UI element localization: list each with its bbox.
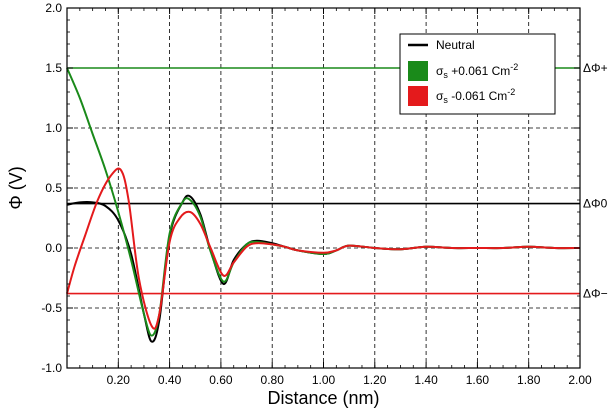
x-tick-label: 1.00	[312, 373, 336, 387]
x-tick-label: 1.20	[363, 373, 387, 387]
reference-label: ΔΦ−	[583, 287, 608, 301]
y-tick-label: 2.0	[45, 1, 62, 15]
x-tick-label: 1.40	[414, 373, 438, 387]
y-axis-label: Φ (V)	[6, 166, 26, 209]
y-tick-label: -1.0	[41, 361, 62, 375]
legend-swatch	[408, 86, 428, 106]
series-line	[66, 167, 581, 330]
y-tick-labels: 2.0 1.5 1.0 0.5 0.0 -0.5 -1.0	[41, 1, 62, 375]
y-tick-label: 1.0	[45, 121, 62, 135]
legend-label: Neutral	[436, 38, 475, 52]
legend-label: σs +0.061 Cm-2	[436, 62, 518, 80]
legend-label: σs -0.061 Cm-2	[436, 87, 515, 105]
axis-ticks	[67, 7, 581, 369]
legend-swatch	[408, 61, 428, 81]
x-tick-label: 1.60	[466, 373, 490, 387]
reference-label: ΔΦ0	[583, 197, 608, 211]
legend: Neutral σs +0.061 Cm-2 σs -0.061 Cm-2	[399, 33, 556, 115]
x-tick-labels: 0.20 0.40 0.60 0.80 1.00 1.20 1.40 1.60 1.80 2.00	[107, 373, 592, 387]
x-tick-label: 0.20	[107, 373, 131, 387]
x-tick-label: 2.00	[568, 373, 592, 387]
x-tick-label: 0.80	[261, 373, 285, 387]
x-tick-label: 1.80	[517, 373, 541, 387]
y-tick-label: -0.5	[41, 301, 62, 315]
y-tick-label: 1.5	[45, 61, 62, 75]
reference-label: ΔΦ+	[583, 61, 608, 75]
y-tick-label: 0.5	[45, 181, 62, 195]
x-tick-label: 0.60	[209, 373, 233, 387]
y-tick-label: 0.0	[45, 241, 62, 255]
x-tick-label: 0.40	[158, 373, 182, 387]
x-axis-label: Distance (nm)	[267, 388, 379, 408]
series-lines	[66, 67, 581, 343]
reference-annotations: ΔΦ+ ΔΦ0 ΔΦ−	[583, 61, 608, 301]
